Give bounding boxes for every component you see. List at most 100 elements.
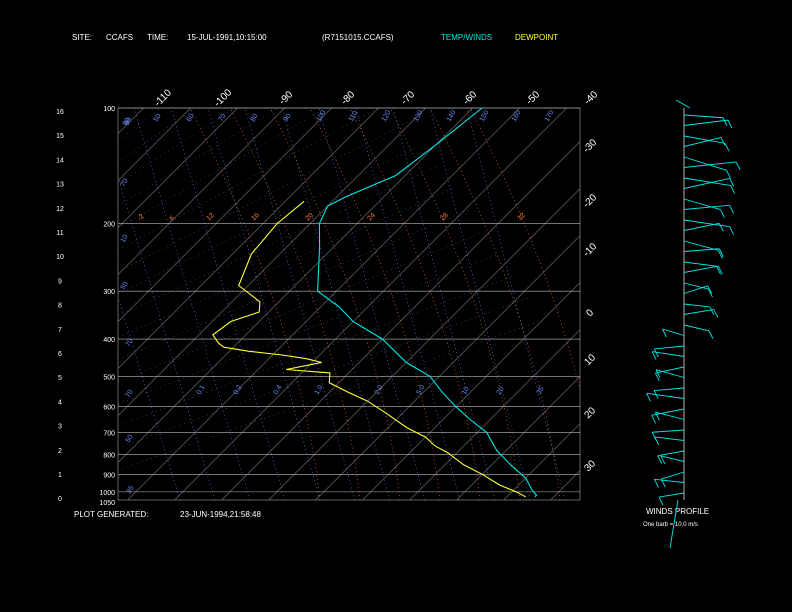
isotherm-line (0, 108, 97, 500)
winds-scale-note: One barb = 10.0 m/s (643, 522, 698, 528)
wind-barb-flag (735, 161, 741, 171)
wind-barb-flag (658, 496, 664, 506)
site-label: SITE: (72, 33, 93, 42)
isotherm-line (221, 141, 580, 500)
temp-top-label: -80 (339, 89, 357, 107)
mixing-ratio-label: 35 (536, 386, 546, 396)
temp-right-label: -20 (581, 192, 599, 210)
height-tick-label: 12 (56, 206, 64, 213)
temp-right-label: 0 (584, 307, 596, 319)
wind-barb-flag (651, 415, 657, 424)
wind-barb-flag (717, 250, 723, 259)
dewpoint-profile (212, 200, 526, 498)
mixing-ratio-label: 160 (511, 109, 523, 123)
moist-adiabat-line (118, 121, 409, 273)
wind-barb-flag (726, 170, 731, 179)
isotherm-line (645, 108, 792, 500)
isotherm-line (127, 108, 520, 500)
temp-right-label: 10 (582, 352, 598, 368)
moist-adiabat-line (118, 231, 484, 383)
isotherm-line (118, 108, 332, 322)
wind-barb (662, 328, 685, 336)
wind-barb (683, 248, 720, 252)
adiabat-label: 16 (250, 212, 261, 223)
isotherm-line (409, 329, 580, 500)
isotherm-line (118, 108, 238, 228)
file-name: (R7151015.CCAFS) (322, 33, 394, 42)
plot-area (0, 108, 792, 500)
left-mixing-label: 70 (125, 389, 135, 399)
wind-barb-flag (708, 330, 714, 339)
wind-barb (654, 387, 685, 391)
dry-adiabat-line (229, 108, 361, 500)
temp-top-label: -70 (399, 89, 417, 107)
adiabat-label: -2 (136, 213, 145, 222)
mixing-ratio-label: 140 (446, 109, 458, 123)
moist-adiabat-line (118, 143, 424, 295)
mixing-ratio-label: 2.0 (374, 384, 385, 396)
moist-adiabat-line (118, 319, 544, 471)
mixing-ratio-label: 50 (153, 113, 163, 123)
wind-barb-flag (660, 455, 666, 465)
adiabat-label: 6 (168, 215, 176, 223)
isotherm-line (315, 235, 580, 500)
mixing-ratio-line (244, 108, 356, 500)
adiabat-label: 20 (304, 212, 315, 223)
plot-generated-label: PLOT GENERATED: (74, 510, 149, 519)
wind-barb-flag (724, 143, 730, 152)
mixing-ratio-label: 90 (283, 113, 293, 123)
wind-barb-flag (718, 248, 724, 257)
wind-barb-flag (662, 328, 667, 338)
wind-barb (683, 156, 727, 171)
wind-barb (683, 285, 708, 294)
wind-staff-bottom (669, 499, 679, 549)
wind-barb (655, 369, 685, 378)
wind-barb-flag (708, 288, 713, 298)
wind-barb-flag (654, 436, 660, 446)
wind-barb (683, 119, 728, 126)
wind-barb-flag (729, 178, 735, 187)
moist-adiabat-line (118, 165, 439, 317)
mixing-ratio-label: 5.0 (416, 384, 427, 396)
isotherm-line (692, 108, 792, 500)
height-tick-label: 5 (58, 375, 62, 382)
height-tick-label: 2 (58, 448, 62, 455)
moist-adiabat-line (118, 108, 235, 185)
wind-barb-flag (654, 479, 659, 488)
wind-barb (652, 429, 685, 433)
height-tick-label: 3 (58, 424, 62, 431)
plot-generated-value: 23-JUN-1994,21:58:48 (180, 510, 261, 519)
mixing-ratio-label: 110 (348, 110, 360, 123)
wind-barb (683, 204, 730, 210)
pressure-tick-label: 100 (103, 106, 115, 113)
dry-adiabat-line (349, 108, 481, 500)
height-tick-label: 1 (58, 472, 62, 479)
pressure-tick-label: 300 (103, 289, 115, 296)
mixing-ratio-label: 0.1 (196, 384, 207, 396)
mixing-ratio-label: 20 (496, 386, 506, 396)
dry-adiabat-line (269, 108, 401, 500)
winds-profile-title: WINDS PROFILE (646, 507, 710, 516)
mixing-ratio-line (466, 108, 566, 500)
wind-barb (683, 265, 719, 273)
wind-barb (683, 135, 726, 144)
wind-barb (654, 345, 685, 350)
height-tick-label: 11 (56, 230, 63, 237)
temp-right-label: 30 (582, 458, 598, 474)
pressure-tick-label: 200 (103, 222, 115, 229)
time-value: 15-JUL-1991,10:15:00 (187, 33, 267, 42)
adiabat-label: 12 (205, 212, 216, 223)
height-tick-label: 16 (56, 109, 64, 116)
wind-barb-flag (653, 348, 659, 358)
moist-adiabat-line (118, 297, 529, 449)
left-mixing-label: 70 (125, 338, 135, 348)
wind-barb-flag (654, 411, 660, 421)
adiabat-label: 32 (516, 212, 527, 223)
mixing-ratio-line (392, 108, 496, 500)
isotherm-line (118, 108, 144, 134)
wind-barb (683, 198, 721, 211)
wind-barb-flag (651, 351, 657, 360)
pressure-tick-label: 600 (103, 405, 115, 412)
temp-top-label: -110 (153, 87, 175, 109)
